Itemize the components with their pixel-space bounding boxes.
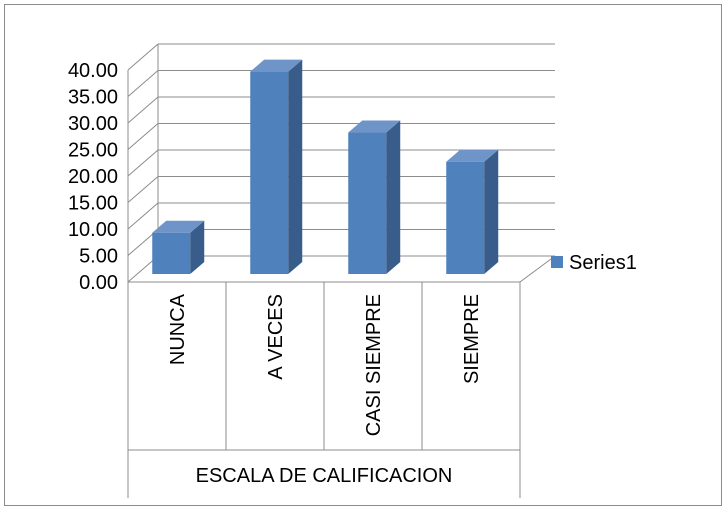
legend-swatch-series1 [551,256,563,268]
category-label: NUNCA [167,293,189,365]
bars [152,59,499,275]
y-tick-label: 20.00 [68,166,118,188]
bar-top [446,149,499,162]
bar-front [348,132,387,274]
gridline-side [127,202,159,230]
gridline-side [127,176,159,203]
y-tick-label: 30.00 [68,113,118,135]
bar-front [152,232,191,274]
bar-casi-siempre [348,120,401,274]
bar-side [484,149,499,274]
y-tick-label: 10.00 [68,219,118,241]
bar-side [386,120,401,274]
legend: Series1 [551,252,637,274]
bar-side [288,59,303,275]
y-tick-label: 35.00 [68,87,118,109]
category-label: CASI SIEMPRE [363,294,385,436]
category-label: SIEMPRE [461,294,483,384]
bar-front [250,71,289,274]
chart-walls [127,44,556,498]
y-tick-label: 0.00 [79,272,118,294]
y-tick-label: 15.00 [68,193,118,215]
bar-a-veces [250,59,303,275]
y-tick-label: 25.00 [68,140,118,162]
gridline-side [127,123,159,150]
category-labels: NUNCA A VECES CASI SIEMPRE SIEMPRE [167,293,483,436]
gridline-side [127,96,159,124]
gridline-side [127,149,159,177]
legend-label-series1: Series1 [569,252,637,274]
bar-top [250,59,303,72]
y-tick-label: 5.00 [79,246,118,268]
x-axis-title: ESCALA DE CALIFICACION [196,465,453,487]
gridline-side [127,43,159,71]
bar-front [446,161,485,274]
gridline-side [127,70,159,97]
bar-siempre [446,149,499,274]
category-label: A VECES [265,294,287,380]
y-axis-ticks: 0.00 5.00 10.00 15.00 20.00 25.00 30.00 35.00 40… [68,60,118,294]
bar-side [190,220,205,274]
chart-frame [4,4,722,506]
y-tick-label: 40.00 [68,60,118,82]
bar-top [152,220,205,233]
bar-nunca [152,220,205,274]
bar-top [348,120,401,133]
